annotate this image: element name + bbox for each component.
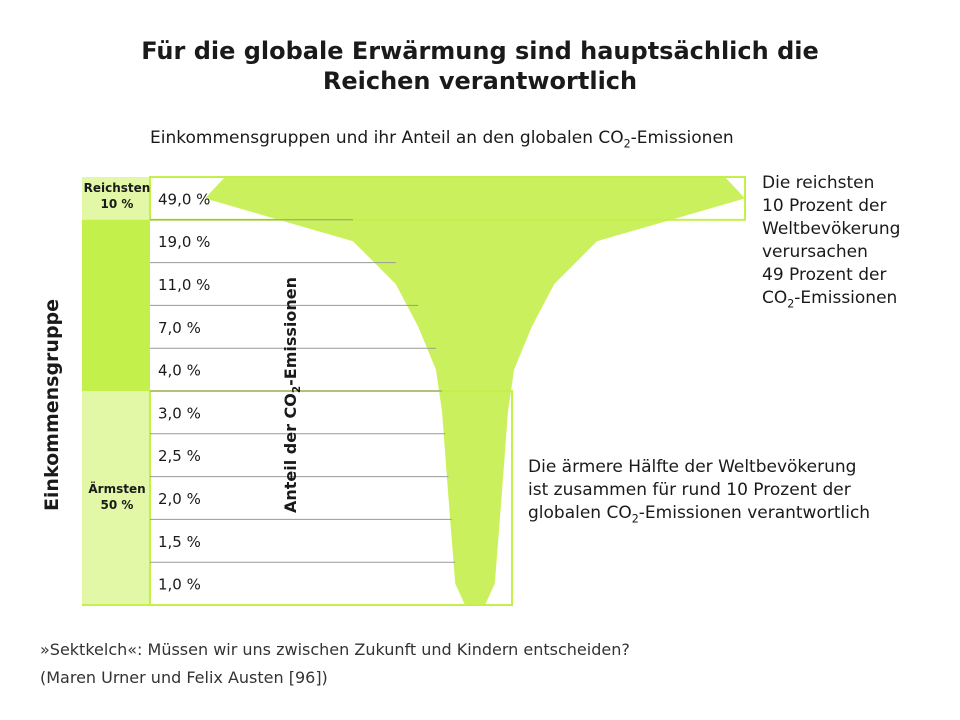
poorest-group-label: Ärmsten 50 % <box>82 481 152 513</box>
caption-line-1: »Sektkelch«: Müssen wir uns zwischen Zuk… <box>40 640 630 659</box>
chart-subtitle: Einkommensgruppen und ihr Anteil an den … <box>150 128 734 150</box>
x-axis-label-text: Anteil der CO <box>280 393 300 514</box>
subtitle-suffix: -Emissionen <box>630 128 734 148</box>
poorest-note-line-2: ist zusammen für rund 10 Prozent der <box>528 480 851 500</box>
richest-highlight-box <box>149 176 746 221</box>
richest-annotation: Die reichsten 10 Prozent der Weltbevöker… <box>762 172 900 315</box>
richest-group-cell <box>82 177 150 220</box>
poorest-note-text: globalen CO <box>528 503 632 523</box>
richest-note-line-2: 10 Prozent der <box>762 196 887 216</box>
value-label: 4,0 % <box>158 362 201 380</box>
richest-group-label: Reichsten 10 % <box>82 180 152 212</box>
richest-note-co: CO <box>762 288 788 308</box>
value-label: 49,0 % <box>158 190 210 208</box>
poorest-note-suffix: -Emissionen verantwortlich <box>638 503 871 523</box>
caption-line-2: (Maren Urner und Felix Austen [96]) <box>40 668 328 687</box>
richest-label-line-1: Reichsten <box>83 181 151 195</box>
value-label: 1,0 % <box>158 576 201 594</box>
poorest-note-line-1: Die ärmere Hälfte der Weltbevökerung <box>528 457 857 477</box>
value-label: 1,5 % <box>158 533 201 551</box>
richest-note-subscript: 2 <box>787 297 795 311</box>
poorest-annotation: Die ärmere Hälfte der Weltbevökerung ist… <box>528 456 870 530</box>
richest-note-suffix: -Emissionen <box>794 288 898 308</box>
figure-caption: »Sektkelch«: Müssen wir uns zwischen Zuk… <box>40 636 630 692</box>
value-label: 19,0 % <box>158 233 210 251</box>
richest-note-line-4: verursachen <box>762 242 868 262</box>
poorer-group-band <box>82 391 150 605</box>
richest-note-line-3: Weltbevökerung <box>762 219 901 239</box>
value-label: 2,0 % <box>158 490 201 508</box>
x-axis-label-subscript: 2 <box>291 385 304 394</box>
poorest-note-subscript: 2 <box>631 512 639 526</box>
value-label: 2,5 % <box>158 447 201 465</box>
title-line-2: Reichen verantwortlich <box>322 67 638 95</box>
x-axis-label-suffix: -Emissionen <box>280 276 300 386</box>
richest-label-line-2: 10 % <box>100 197 134 211</box>
value-label: 3,0 % <box>158 404 201 422</box>
page-title: Für die globale Erwärmung sind hauptsäch… <box>0 36 960 96</box>
title-line-1: Für die globale Erwärmung sind hauptsäch… <box>141 37 819 65</box>
subtitle-subscript: 2 <box>623 137 631 151</box>
x-axis-label: Anteil der CO2-Emissionen <box>281 277 303 513</box>
richest-note-line-6: CO2-Emissionen <box>762 287 900 315</box>
richest-note-line-5: 49 Prozent der <box>762 265 887 285</box>
richest-note-line-1: Die reichsten <box>762 173 875 193</box>
value-label: 11,0 % <box>158 276 210 294</box>
poorest-label-line-2: 50 % <box>100 498 134 512</box>
subtitle-text: Einkommensgruppen und ihr Anteil an den … <box>150 128 624 148</box>
poorest-label-line-1: Ärmsten <box>88 482 146 496</box>
value-label: 7,0 % <box>158 319 201 337</box>
poorest-note-line-3: globalen CO2-Emissionen verantwortlich <box>528 502 870 530</box>
y-axis-label: Einkommensgruppe <box>41 298 63 512</box>
